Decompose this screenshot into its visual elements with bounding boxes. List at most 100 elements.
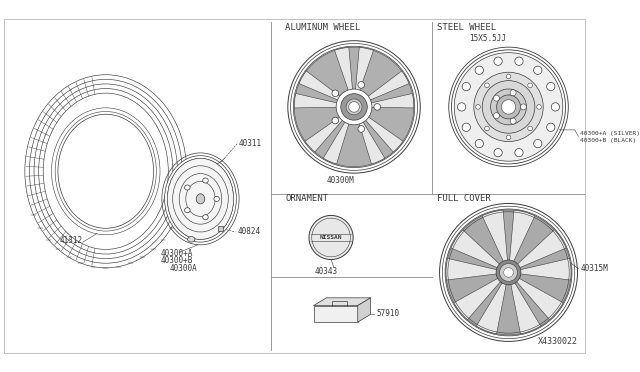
Text: 41312: 41312 [60,236,83,245]
Circle shape [506,74,511,79]
Circle shape [491,89,527,125]
Circle shape [332,117,339,124]
Wedge shape [446,259,497,280]
Wedge shape [482,210,508,262]
Text: 40343: 40343 [314,267,338,276]
Text: ALUMINUM WHEEL: ALUMINUM WHEEL [285,23,360,32]
Circle shape [484,126,489,131]
Circle shape [484,83,489,88]
Ellipse shape [214,196,220,201]
Circle shape [496,260,521,285]
Ellipse shape [196,194,205,204]
Wedge shape [366,71,409,101]
Text: NISSAN: NISSAN [320,235,342,240]
Circle shape [309,215,353,260]
Ellipse shape [188,237,195,242]
Text: 15X5.5JJ: 15X5.5JJ [469,34,506,43]
Text: 40300+B: 40300+B [161,256,193,265]
Circle shape [493,113,499,119]
Circle shape [458,103,466,111]
Text: 40300+A: 40300+A [161,249,193,258]
Text: 40300A: 40300A [170,264,198,273]
Text: 40824: 40824 [237,228,260,237]
Circle shape [474,72,543,142]
Circle shape [534,66,542,74]
Text: FULL COVER: FULL COVER [436,194,490,203]
Wedge shape [358,120,385,164]
Circle shape [537,105,541,109]
Circle shape [551,103,559,111]
Circle shape [293,46,415,168]
Circle shape [528,83,532,88]
Circle shape [349,102,359,112]
Circle shape [288,41,420,173]
Ellipse shape [168,158,234,239]
Wedge shape [369,93,414,108]
Circle shape [500,263,518,281]
Wedge shape [323,120,349,164]
Circle shape [332,90,339,97]
Bar [314,305,358,322]
Circle shape [504,267,513,277]
Bar [218,225,223,231]
Circle shape [494,148,502,157]
Circle shape [346,99,362,115]
Circle shape [494,57,502,65]
Wedge shape [355,47,374,93]
Text: 40300M: 40300M [326,176,354,185]
Circle shape [547,83,555,91]
Text: 57910: 57910 [376,310,399,318]
Circle shape [482,81,535,133]
Circle shape [506,135,511,140]
Text: 40311: 40311 [239,139,262,148]
Wedge shape [299,71,342,101]
Circle shape [520,104,527,110]
Wedge shape [520,259,571,280]
Wedge shape [476,282,506,334]
Text: 40300+B (BLACK): 40300+B (BLACK) [580,138,637,143]
Circle shape [528,126,532,131]
Circle shape [534,140,542,148]
Wedge shape [454,278,501,320]
Circle shape [547,123,555,131]
Circle shape [340,94,367,120]
Ellipse shape [184,185,190,190]
Circle shape [445,209,572,336]
Wedge shape [516,230,566,268]
Polygon shape [358,298,371,322]
Ellipse shape [58,114,154,228]
Circle shape [476,105,481,109]
Ellipse shape [203,215,208,220]
Wedge shape [516,278,563,320]
Circle shape [358,81,365,88]
Text: X4330022: X4330022 [538,337,577,346]
Circle shape [446,210,571,335]
Text: 40300+A (SILVER): 40300+A (SILVER) [580,131,640,135]
Wedge shape [305,115,344,152]
Circle shape [497,95,520,119]
Circle shape [510,118,516,124]
Circle shape [451,50,566,164]
Circle shape [374,104,381,110]
Circle shape [358,126,365,132]
Polygon shape [314,298,371,305]
Circle shape [462,83,470,91]
Wedge shape [294,93,339,108]
Text: 40315M: 40315M [580,264,608,273]
Circle shape [475,140,483,148]
Circle shape [515,148,523,157]
Circle shape [510,90,516,96]
Wedge shape [509,210,535,262]
Circle shape [440,203,577,341]
Circle shape [454,53,563,161]
Wedge shape [364,115,403,152]
Ellipse shape [164,155,236,242]
Circle shape [501,100,516,114]
Circle shape [493,95,499,101]
Ellipse shape [184,208,190,213]
Text: STEEL WHEEL: STEEL WHEEL [436,23,496,32]
Ellipse shape [203,178,208,183]
Circle shape [294,47,414,167]
Circle shape [336,89,372,125]
Circle shape [515,57,523,65]
